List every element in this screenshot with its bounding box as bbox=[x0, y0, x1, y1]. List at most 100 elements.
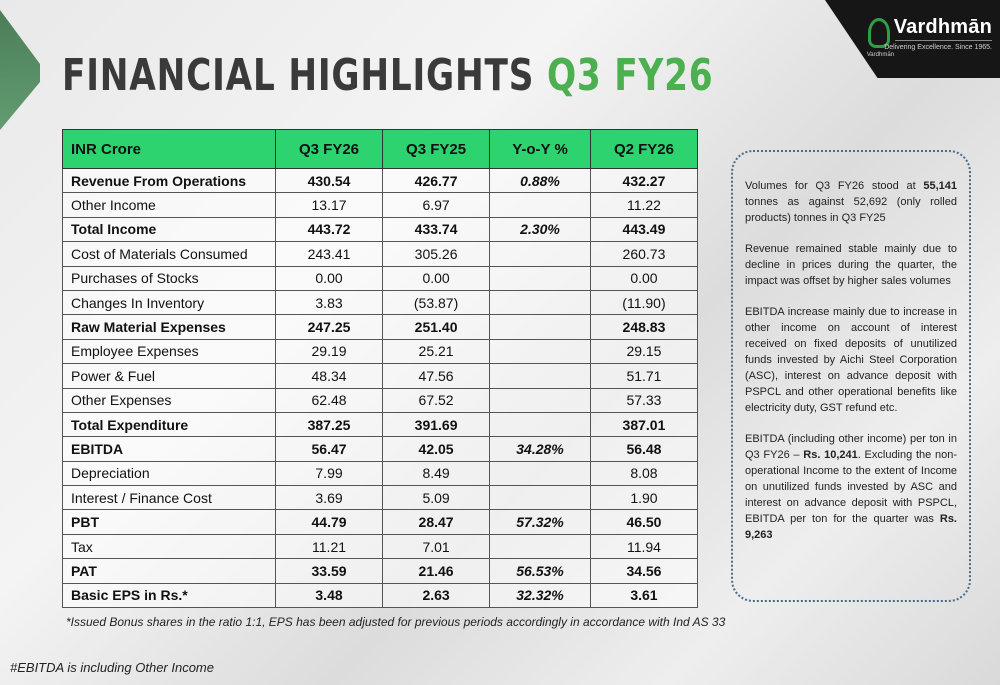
cell-yoy bbox=[489, 289, 591, 316]
cell-q3fy26: 7.99 bbox=[274, 460, 384, 487]
commentary-box: Volumes for Q3 FY26 stood at 55,141 tonn… bbox=[731, 150, 971, 602]
cell-q3fy25: 7.01 bbox=[382, 533, 491, 560]
logo-divider bbox=[895, 40, 992, 41]
table-row: Cost of Materials Consumed 243.41 305.26 26… bbox=[62, 241, 699, 267]
row-label: Total Income bbox=[62, 216, 276, 243]
logo-emblem-text: Vardhmān bbox=[866, 52, 894, 58]
table-row: Tax 11.21 7.01 11.94 bbox=[62, 533, 699, 560]
cell-q2fy26: 11.94 bbox=[589, 533, 699, 560]
header-q3fy25: Q3 FY25 bbox=[382, 129, 491, 169]
table-row: Power & Fuel 48.34 47.56 51.71 bbox=[62, 363, 699, 389]
cell-q3fy25: 47.56 bbox=[382, 363, 491, 389]
table-row: Changes In Inventory 3.83 (53.87) (11.90) bbox=[62, 289, 699, 316]
row-label: Other Expenses bbox=[62, 387, 276, 413]
cell-q3fy26: 0.00 bbox=[274, 265, 384, 291]
cell-q3fy25: (53.87) bbox=[382, 289, 491, 316]
row-label: Basic EPS in Rs.* bbox=[62, 582, 276, 609]
cell-yoy bbox=[489, 460, 591, 487]
cell-q3fy26: 48.34 bbox=[274, 363, 384, 389]
cell-yoy bbox=[489, 485, 591, 511]
header-q2fy26: Q2 FY26 bbox=[589, 129, 699, 169]
logo-tagline: Delivering Excellence. Since 1965. bbox=[884, 44, 992, 51]
row-label: PAT bbox=[62, 558, 276, 584]
table-row: Other Expenses 62.48 67.52 57.33 bbox=[62, 387, 699, 413]
cell-yoy bbox=[489, 241, 591, 267]
cell-q2fy26: 387.01 bbox=[589, 411, 699, 438]
note-revenue: Revenue remained stable mainly due to de… bbox=[745, 243, 957, 287]
table-row: Total Expenditure 387.25 391.69 387.01 bbox=[62, 411, 699, 438]
cell-yoy bbox=[489, 314, 591, 340]
cell-q3fy26: 13.17 bbox=[274, 192, 384, 218]
table-row: Purchases of Stocks 0.00 0.00 0.00 bbox=[62, 265, 699, 291]
cell-q3fy25: 2.63 bbox=[382, 582, 491, 609]
table-row: PAT 33.59 21.46 56.53% 34.56 bbox=[62, 558, 699, 584]
cell-q2fy26: 260.73 bbox=[589, 241, 699, 267]
cell-q3fy25: 25.21 bbox=[382, 338, 491, 365]
cell-q2fy26: 11.22 bbox=[589, 192, 699, 218]
cell-q2fy26: 57.33 bbox=[589, 387, 699, 413]
cell-q2fy26: 0.00 bbox=[589, 265, 699, 291]
cell-q2fy26: 51.71 bbox=[589, 363, 699, 389]
row-label: Purchases of Stocks bbox=[62, 265, 276, 291]
cell-q3fy26: 3.83 bbox=[274, 289, 384, 316]
row-label: Interest / Finance Cost bbox=[62, 485, 276, 511]
row-label: Employee Expenses bbox=[62, 338, 276, 365]
table-row: Depreciation 7.99 8.49 8.08 bbox=[62, 460, 699, 487]
cell-q3fy26: 56.47 bbox=[274, 436, 384, 462]
table-row: Basic EPS in Rs.* 3.48 2.63 32.32% 3.61 bbox=[62, 582, 699, 609]
cell-q2fy26: (11.90) bbox=[589, 289, 699, 316]
title-period: Q3 FY26 bbox=[546, 50, 714, 101]
cell-q3fy25: 5.09 bbox=[382, 485, 491, 511]
cell-q2fy26: 8.08 bbox=[589, 460, 699, 487]
cell-yoy: 57.32% bbox=[489, 509, 591, 535]
row-label: Cost of Materials Consumed bbox=[62, 241, 276, 267]
cell-yoy bbox=[489, 411, 591, 438]
cell-q2fy26: 3.61 bbox=[589, 582, 699, 609]
cell-yoy bbox=[489, 192, 591, 218]
cell-q3fy26: 443.72 bbox=[274, 216, 384, 243]
cell-q3fy26: 430.54 bbox=[274, 167, 384, 194]
cell-q3fy25: 21.46 bbox=[382, 558, 491, 584]
cell-q3fy25: 305.26 bbox=[382, 241, 491, 267]
header-inr-crore: INR Crore bbox=[62, 129, 276, 169]
header-q3fy26: Q3 FY26 bbox=[274, 129, 384, 169]
table-row: Total Income 443.72 433.74 2.30% 443.49 bbox=[62, 216, 699, 243]
row-label: Raw Material Expenses bbox=[62, 314, 276, 340]
cell-yoy bbox=[489, 387, 591, 413]
cell-yoy: 32.32% bbox=[489, 582, 591, 609]
cell-q3fy25: 391.69 bbox=[382, 411, 491, 438]
note-volumes: Volumes for Q3 FY26 stood at 55,141 tonn… bbox=[745, 180, 957, 224]
cell-q3fy26: 243.41 bbox=[274, 241, 384, 267]
cell-q3fy25: 251.40 bbox=[382, 314, 491, 340]
cell-q3fy26: 387.25 bbox=[274, 411, 384, 438]
cell-q3fy25: 42.05 bbox=[382, 436, 491, 462]
decorative-triangle bbox=[0, 10, 40, 130]
table-row: EBITDA 56.47 42.05 34.28% 56.48 bbox=[62, 436, 699, 462]
cell-q3fy25: 433.74 bbox=[382, 216, 491, 243]
cell-q2fy26: 34.56 bbox=[589, 558, 699, 584]
cell-yoy bbox=[489, 533, 591, 560]
cell-yoy: 0.88% bbox=[489, 167, 591, 194]
cell-q2fy26: 56.48 bbox=[589, 436, 699, 462]
cell-q2fy26: 46.50 bbox=[589, 509, 699, 535]
cell-yoy: 34.28% bbox=[489, 436, 591, 462]
cell-q3fy25: 6.97 bbox=[382, 192, 491, 218]
row-label: EBITDA bbox=[62, 436, 276, 462]
cell-q3fy26: 44.79 bbox=[274, 509, 384, 535]
title-main: FINANCIAL HIGHLIGHTS bbox=[62, 50, 535, 101]
table-header-row: INR Crore Q3 FY26 Q3 FY25 Y-o-Y % Q2 FY2… bbox=[62, 129, 699, 169]
row-label: Other Income bbox=[62, 192, 276, 218]
cell-q2fy26: 29.15 bbox=[589, 338, 699, 365]
row-label: Depreciation bbox=[62, 460, 276, 487]
vardhman-emblem-icon bbox=[868, 18, 890, 48]
row-label: PBT bbox=[62, 509, 276, 535]
cell-q2fy26: 443.49 bbox=[589, 216, 699, 243]
page-title: FINANCIAL HIGHLIGHTS Q3 FY26 bbox=[62, 50, 713, 101]
cell-q2fy26: 248.83 bbox=[589, 314, 699, 340]
cell-yoy: 56.53% bbox=[489, 558, 591, 584]
note-ebitda: EBITDA increase mainly due to increase i… bbox=[745, 306, 957, 414]
cell-yoy bbox=[489, 363, 591, 389]
note-ebitda-per-ton: EBITDA (including other income) per ton … bbox=[745, 433, 957, 541]
row-label: Total Expenditure bbox=[62, 411, 276, 438]
cell-yoy: 2.30% bbox=[489, 216, 591, 243]
